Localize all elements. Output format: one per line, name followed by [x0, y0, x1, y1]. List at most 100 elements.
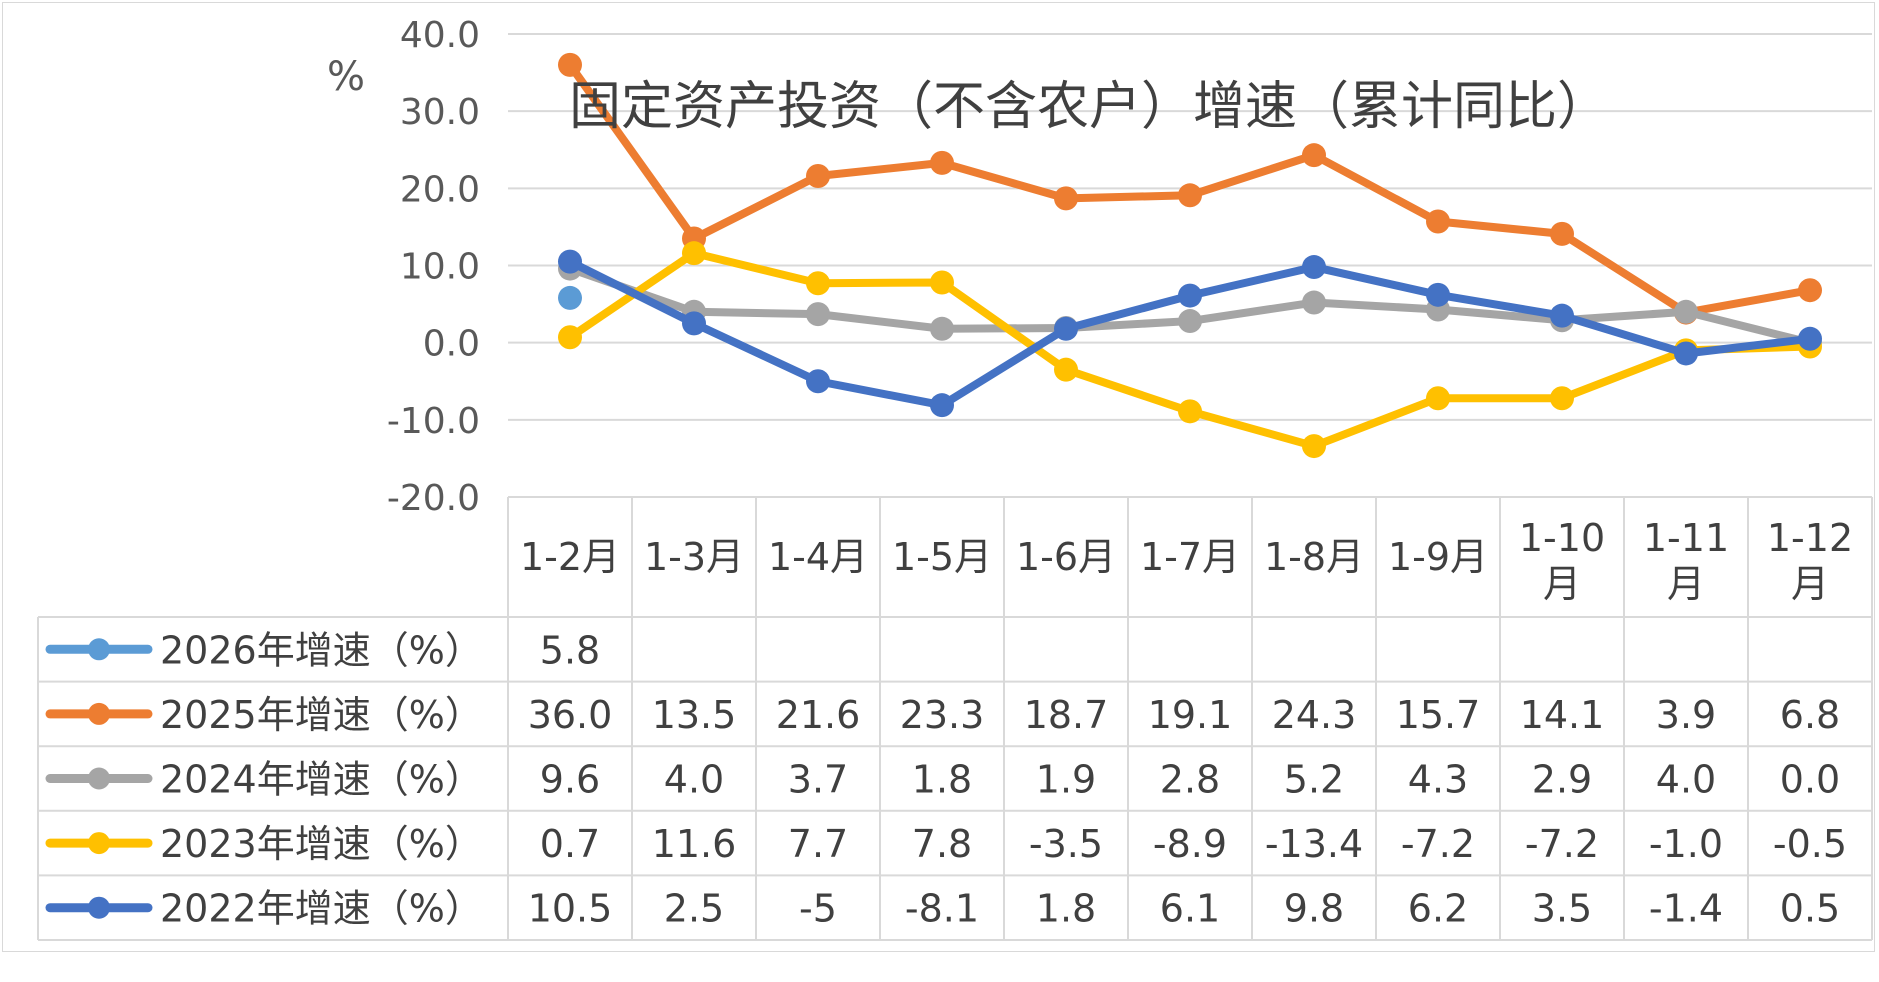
category-header: 1-10 月 [1519, 516, 1605, 606]
table-cell-value: -3.5 [1029, 822, 1103, 866]
legend-key-marker [88, 767, 110, 790]
table-cell-value: 5.8 [540, 628, 600, 672]
y-tick-label: 20.0 [400, 169, 480, 210]
category-header: 1-5月 [892, 535, 992, 579]
table-cell-value: 24.3 [1272, 693, 1357, 737]
y-tick-label: -10.0 [387, 401, 480, 442]
table-cell-value: -0.5 [1773, 822, 1847, 866]
table-cell-value: 6.2 [1408, 887, 1468, 931]
table-cell-value: 7.7 [788, 822, 848, 866]
data-point [806, 302, 830, 327]
table-cell-value: 15.7 [1396, 693, 1481, 737]
data-point [1302, 143, 1326, 168]
data-table: 1-2月 1-3月 1-4月 1-5月 1-6月 1-7月 1-8月 1-9月 1-10 月1-1… [37, 497, 1873, 941]
table-cell-value: 13.5 [652, 693, 737, 737]
y-tick-label: 10.0 [400, 247, 480, 288]
table-cell-value: 5.2 [1284, 758, 1344, 802]
data-point [1798, 278, 1822, 303]
table-cell-value: -7.2 [1525, 822, 1599, 866]
table-cell-value: 0.0 [1780, 758, 1840, 802]
table-cell-value: 1.8 [1036, 887, 1096, 931]
category-header: 1-6月 [1016, 535, 1116, 579]
data-point [558, 249, 582, 274]
category-header-line: 1-10 [1519, 516, 1605, 560]
data-point [1054, 186, 1078, 211]
table-cell-value: 1.9 [1036, 758, 1096, 802]
category-header-line: 1-12 [1767, 516, 1853, 560]
legend-key-marker [88, 896, 110, 919]
table-cell-value: -5 [799, 887, 837, 931]
legend-key-marker [88, 638, 110, 661]
table-cell-value: 1.8 [912, 758, 972, 802]
category-header: 1-4月 [768, 535, 868, 579]
data-point [930, 150, 954, 175]
data-point [1426, 209, 1450, 234]
y-tick-label: 0.0 [423, 324, 480, 365]
table-cell-value: 6.8 [1780, 693, 1840, 737]
legend-series-name: 2023年增速（%） [160, 822, 483, 866]
table-cell-value: 21.6 [776, 693, 861, 737]
data-point [1550, 303, 1574, 328]
category-header: 1-8月 [1264, 535, 1364, 579]
series-lines [558, 52, 1822, 459]
data-point [1054, 316, 1078, 341]
table-cell-value: 19.1 [1148, 693, 1233, 737]
category-header-line: 月 [1543, 562, 1581, 606]
data-point [1178, 283, 1202, 308]
data-point [682, 311, 706, 336]
table-cell-value: 9.6 [540, 758, 600, 802]
data-point [806, 271, 830, 296]
data-point [1426, 386, 1450, 411]
data-point [1178, 399, 1202, 424]
data-point [1178, 183, 1202, 208]
y-tick-label: -20.0 [387, 478, 480, 519]
table-cell-value: 4.3 [1408, 758, 1468, 802]
data-point [930, 270, 954, 295]
table-cell-value: -7.2 [1401, 822, 1475, 866]
table-cell-value: -1.0 [1649, 822, 1723, 866]
table-cell-value: 36.0 [528, 693, 613, 737]
data-point [1054, 357, 1078, 382]
data-point [1426, 282, 1450, 307]
y-axis-unit: % [327, 54, 365, 100]
table-cell-value: 18.7 [1024, 693, 1109, 737]
data-point [1674, 299, 1698, 324]
table-cell-value: 4.0 [664, 758, 724, 802]
category-header: 1-2月 [520, 535, 620, 579]
table-cell-value: -8.9 [1153, 822, 1227, 866]
table-cell-value: 7.8 [912, 822, 972, 866]
chart-title: 固定资产投资（不含农户）增速（累计同比） [569, 77, 1609, 137]
table-cell-value: 10.5 [528, 887, 613, 931]
data-point [1550, 386, 1574, 411]
table-cell-value: -8.1 [905, 887, 979, 931]
legend-key-marker [88, 702, 110, 725]
data-point [1178, 309, 1202, 334]
table-cell-value: 6.1 [1160, 887, 1220, 931]
legend-series-name: 2026年增速（%） [160, 628, 483, 672]
legend-series-name: 2022年增速（%） [160, 887, 483, 931]
category-header: 1-9月 [1388, 535, 1488, 579]
table-cell-value: 4.0 [1656, 758, 1716, 802]
table-cell-value: 0.7 [540, 822, 600, 866]
category-header: 1-7月 [1140, 535, 1240, 579]
category-header: 1-12 月 [1767, 516, 1853, 606]
y-tick-label: 40.0 [400, 15, 480, 56]
legend-series-name: 2025年增速（%） [160, 693, 483, 737]
data-point [558, 285, 582, 310]
table-cell-value: 14.1 [1520, 693, 1605, 737]
data-point [682, 241, 706, 266]
data-point [1674, 341, 1698, 366]
table-cell-value: 2.5 [664, 887, 724, 931]
data-point [1550, 221, 1574, 246]
series-line [566, 257, 1814, 410]
y-tick-label: 30.0 [400, 92, 480, 133]
table-cell-value: -1.4 [1649, 887, 1723, 931]
table-cell-value: 3.7 [788, 758, 848, 802]
category-header: 1-11 月 [1643, 516, 1729, 606]
data-point [806, 163, 830, 188]
table-cell-value: 11.6 [652, 822, 737, 866]
data-point [930, 393, 954, 418]
table-cell-value: 23.3 [900, 693, 985, 737]
category-header-line: 月 [1791, 562, 1829, 606]
